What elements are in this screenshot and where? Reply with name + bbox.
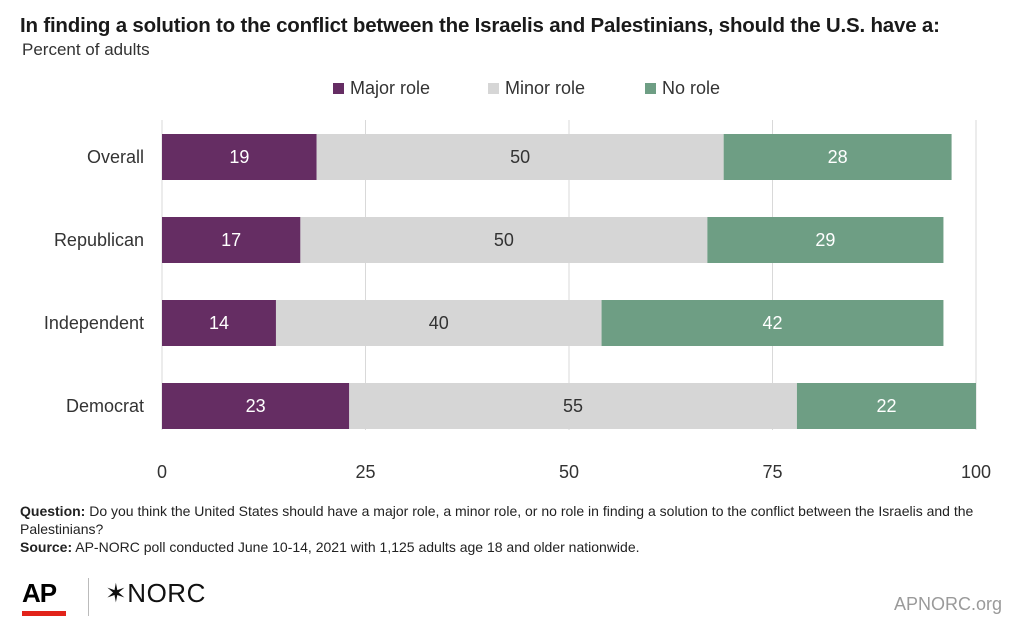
source-text: AP-NORC poll conducted June 10-14, 2021 … bbox=[75, 539, 640, 555]
question-note: Question: Do you think the United States… bbox=[20, 502, 1010, 538]
bar-democrat-minor-role bbox=[349, 383, 797, 429]
data-label-overall-major-role: 19 bbox=[229, 147, 249, 167]
norc-logo: ✶NORC bbox=[105, 578, 206, 609]
norc-star-icon: ✶ bbox=[105, 578, 128, 608]
data-label-republican-minor-role: 50 bbox=[494, 230, 514, 250]
question-label: Question: bbox=[20, 503, 86, 519]
apnorc-site-link[interactable]: APNORC.org bbox=[893, 594, 1002, 614]
ap-logo: AP bbox=[22, 578, 57, 608]
logo-divider bbox=[88, 578, 89, 616]
data-label-democrat-major-role: 23 bbox=[246, 396, 266, 416]
stacked-bar-chart: 0 25 50 75 100 Overall 19 50 28 Republican 17 50 29 I… bbox=[44, 120, 991, 482]
category-label-republican: Republican bbox=[54, 230, 144, 250]
legend-item-no-role: No role bbox=[645, 78, 720, 99]
data-label-independent-minor-role: 40 bbox=[429, 313, 449, 333]
legend-label-no-role: No role bbox=[662, 78, 721, 98]
chart-subtitle: Percent of adults bbox=[22, 40, 150, 59]
legend-label-minor-role: Minor role bbox=[505, 78, 586, 98]
source-label: Source: bbox=[20, 539, 73, 555]
data-label-independent-major-role: 14 bbox=[209, 313, 229, 333]
legend-item-minor-role: Minor role bbox=[488, 78, 585, 99]
norc-logo-text: NORC bbox=[127, 578, 206, 608]
legend: Major role Minor role No role bbox=[0, 78, 1024, 102]
category-label-overall: Overall bbox=[87, 147, 144, 167]
bar-republican-minor-role bbox=[300, 217, 708, 263]
category-label-democrat: Democrat bbox=[66, 396, 144, 416]
bar-independent-no-role bbox=[601, 300, 944, 346]
bar-overall-minor-role bbox=[316, 134, 724, 180]
question-text: Do you think the United States should ha… bbox=[20, 503, 974, 537]
data-label-overall-no-role: 28 bbox=[828, 147, 848, 167]
chart-title: In finding a solution to the conflict be… bbox=[20, 14, 940, 37]
bar-republican-major-role bbox=[162, 217, 301, 263]
footnote: Question: Do you think the United States… bbox=[20, 502, 1010, 556]
ap-logo-underline bbox=[22, 611, 66, 616]
x-tick-label-100: 100 bbox=[961, 462, 991, 482]
bar-overall-major-role bbox=[162, 134, 317, 180]
legend-label-major-role: Major role bbox=[350, 78, 431, 98]
bar-republican-no-role bbox=[707, 217, 944, 263]
legend-swatch-minor-role bbox=[488, 83, 499, 94]
bar-independent-major-role bbox=[162, 300, 276, 346]
legend-swatch-major-role bbox=[333, 83, 344, 94]
bar-independent-minor-role bbox=[275, 300, 602, 346]
category-label-independent: Independent bbox=[44, 313, 144, 333]
bar-democrat-major-role bbox=[162, 383, 350, 429]
x-tick-label-0: 0 bbox=[157, 462, 167, 482]
legend-swatch-no-role bbox=[645, 83, 656, 94]
data-label-democrat-minor-role: 55 bbox=[563, 396, 583, 416]
bar-democrat-no-role bbox=[796, 383, 976, 429]
data-label-republican-major-role: 17 bbox=[221, 230, 241, 250]
legend-item-major-role: Major role bbox=[333, 78, 430, 99]
data-label-independent-no-role: 42 bbox=[762, 313, 782, 333]
data-label-overall-minor-role: 50 bbox=[510, 147, 530, 167]
data-label-democrat-no-role: 22 bbox=[876, 396, 896, 416]
x-tick-label-25: 25 bbox=[355, 462, 375, 482]
bar-overall-no-role bbox=[723, 134, 952, 180]
source-note: Source: AP-NORC poll conducted June 10-1… bbox=[20, 538, 1010, 556]
data-label-republican-no-role: 29 bbox=[815, 230, 835, 250]
x-tick-label-75: 75 bbox=[762, 462, 782, 482]
x-tick-label-50: 50 bbox=[559, 462, 579, 482]
